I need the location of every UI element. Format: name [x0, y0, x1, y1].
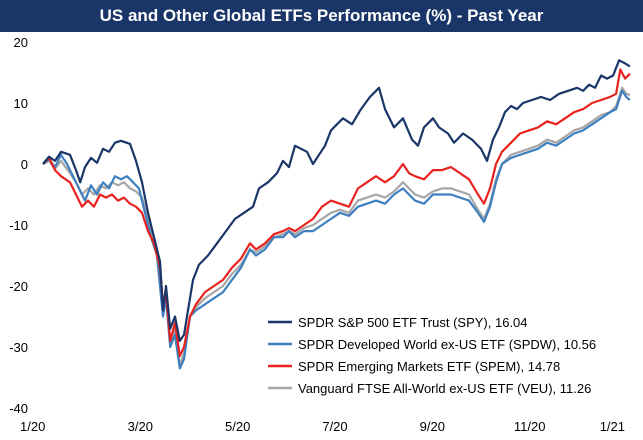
- y-tick-label: -20: [9, 279, 28, 294]
- y-tick-label: 10: [14, 96, 28, 111]
- legend-label: SPDR S&P 500 ETF Trust (SPY), 16.04: [298, 315, 528, 330]
- x-tick-label: 5/20: [225, 419, 250, 434]
- series-line-3: [42, 86, 631, 367]
- y-tick-label: -30: [9, 340, 28, 355]
- y-tick-label: 20: [14, 35, 28, 50]
- x-tick-label: 1/21: [600, 419, 625, 434]
- legend-label: Vanguard FTSE All-World ex-US ETF (VEU),…: [298, 381, 591, 396]
- legend-label: SPDR Emerging Markets ETF (SPEM), 14.78: [298, 359, 560, 374]
- x-tick-label: 7/20: [322, 419, 347, 434]
- series-line-1: [42, 89, 631, 370]
- y-tick-label: -40: [9, 401, 28, 416]
- x-tick-label: 3/20: [128, 419, 153, 434]
- x-tick-label: 11/20: [514, 419, 546, 434]
- y-tick-label: -10: [9, 218, 28, 233]
- legend-label: SPDR Developed World ex-US ETF (SPDW), 1…: [298, 337, 596, 352]
- series-line-2: [42, 68, 631, 358]
- x-tick-label: 1/20: [20, 419, 45, 434]
- chart-title: US and Other Global ETFs Performance (%)…: [0, 0, 643, 32]
- y-tick-label: 0: [21, 157, 28, 172]
- series-line-0: [42, 59, 631, 342]
- x-tick-label: 9/20: [420, 419, 445, 434]
